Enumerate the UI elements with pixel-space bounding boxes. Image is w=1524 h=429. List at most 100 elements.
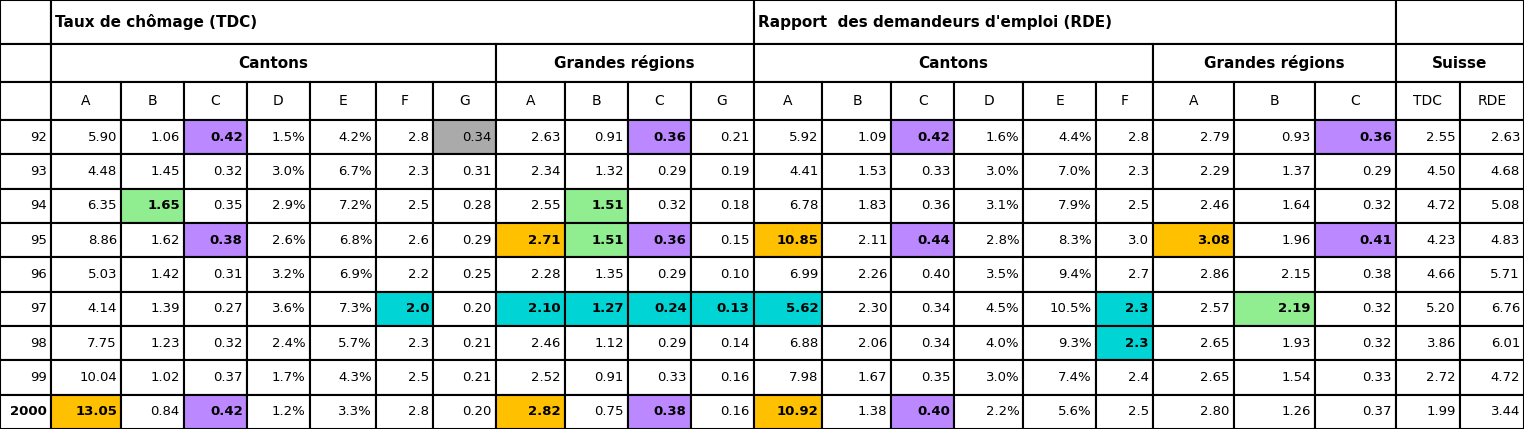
Bar [309, 395, 376, 429]
Text: 2.5: 2.5 [1128, 199, 1149, 212]
Bar [753, 326, 823, 360]
Text: 2.52: 2.52 [532, 371, 561, 384]
Bar [0, 360, 50, 395]
Text: B: B [1269, 94, 1279, 108]
Bar [892, 257, 954, 292]
Bar [823, 292, 892, 326]
Text: F: F [401, 94, 408, 108]
Bar [1396, 395, 1460, 429]
Text: 0.21: 0.21 [719, 131, 750, 144]
Bar [628, 223, 690, 257]
Bar [565, 154, 628, 189]
Bar [433, 395, 495, 429]
Text: 2.4%: 2.4% [271, 337, 306, 350]
Text: 4.5%: 4.5% [986, 302, 1020, 315]
Text: A: A [783, 94, 792, 108]
Bar [628, 360, 690, 395]
Bar [892, 292, 954, 326]
Text: 1.26: 1.26 [1282, 405, 1311, 418]
Bar [628, 395, 690, 429]
Text: Suisse: Suisse [1433, 55, 1487, 70]
Bar [1234, 257, 1315, 292]
Text: 2000: 2000 [11, 405, 47, 418]
Bar [433, 120, 495, 154]
Bar [247, 223, 309, 257]
Text: 93: 93 [30, 165, 47, 178]
Bar [954, 326, 1023, 360]
Bar [120, 154, 184, 189]
Bar [495, 360, 565, 395]
Text: A: A [526, 94, 535, 108]
Text: 0.25: 0.25 [462, 268, 492, 281]
Bar [1023, 292, 1096, 326]
Text: Rapport  des demandeurs d'emploi (RDE): Rapport des demandeurs d'emploi (RDE) [757, 15, 1111, 30]
Bar [376, 326, 433, 360]
Bar [1396, 292, 1460, 326]
Text: 2.71: 2.71 [529, 234, 561, 247]
Text: 0.21: 0.21 [462, 337, 492, 350]
Bar [753, 395, 823, 429]
Bar [1023, 223, 1096, 257]
Text: 1.39: 1.39 [151, 302, 180, 315]
Bar [1396, 0, 1524, 44]
Text: 0.29: 0.29 [657, 165, 687, 178]
Bar [184, 189, 247, 223]
Bar [753, 360, 823, 395]
Bar [495, 395, 565, 429]
Text: 98: 98 [30, 337, 47, 350]
Text: 0.40: 0.40 [920, 268, 951, 281]
Bar [120, 292, 184, 326]
Bar [247, 189, 309, 223]
Bar [823, 395, 892, 429]
Text: D: D [983, 94, 994, 108]
Text: 0.36: 0.36 [920, 199, 951, 212]
Bar [50, 0, 753, 44]
Text: 1.27: 1.27 [591, 302, 623, 315]
Text: 7.75: 7.75 [87, 337, 117, 350]
Bar [184, 326, 247, 360]
Bar [954, 120, 1023, 154]
Bar [1152, 189, 1234, 223]
Text: 0.15: 0.15 [719, 234, 750, 247]
Bar [1152, 82, 1234, 120]
Bar [50, 120, 120, 154]
Text: 0.32: 0.32 [657, 199, 687, 212]
Bar [0, 223, 50, 257]
Bar [1315, 395, 1396, 429]
Text: B: B [148, 94, 157, 108]
Text: Grandes régions: Grandes régions [555, 55, 695, 71]
Text: 1.6%: 1.6% [986, 131, 1020, 144]
Bar [1396, 257, 1460, 292]
Text: 0.91: 0.91 [594, 131, 623, 144]
Bar [753, 189, 823, 223]
Text: 0.16: 0.16 [721, 371, 750, 384]
Text: 3.0%: 3.0% [271, 165, 306, 178]
Text: 0.42: 0.42 [917, 131, 951, 144]
Bar [1234, 223, 1315, 257]
Text: 10.85: 10.85 [777, 234, 818, 247]
Bar [823, 360, 892, 395]
Text: Cantons: Cantons [917, 55, 988, 70]
Text: 10.92: 10.92 [777, 405, 818, 418]
Text: G: G [459, 94, 469, 108]
Text: 5.7%: 5.7% [338, 337, 372, 350]
Text: 3.2%: 3.2% [271, 268, 306, 281]
Bar [309, 292, 376, 326]
Text: 7.98: 7.98 [789, 371, 818, 384]
Bar [376, 292, 433, 326]
Text: 1.65: 1.65 [148, 199, 180, 212]
Text: 96: 96 [30, 268, 47, 281]
Text: 0.84: 0.84 [151, 405, 180, 418]
Text: 3.5%: 3.5% [986, 268, 1020, 281]
Text: 2.8: 2.8 [1128, 131, 1149, 144]
Text: 1.93: 1.93 [1282, 337, 1311, 350]
Text: 9.4%: 9.4% [1058, 268, 1091, 281]
Bar [690, 223, 753, 257]
Bar [120, 395, 184, 429]
Bar [628, 120, 690, 154]
Text: 0.42: 0.42 [210, 405, 242, 418]
Text: E: E [1055, 94, 1064, 108]
Bar [1396, 360, 1460, 395]
Bar [1152, 395, 1234, 429]
Text: 92: 92 [30, 131, 47, 144]
